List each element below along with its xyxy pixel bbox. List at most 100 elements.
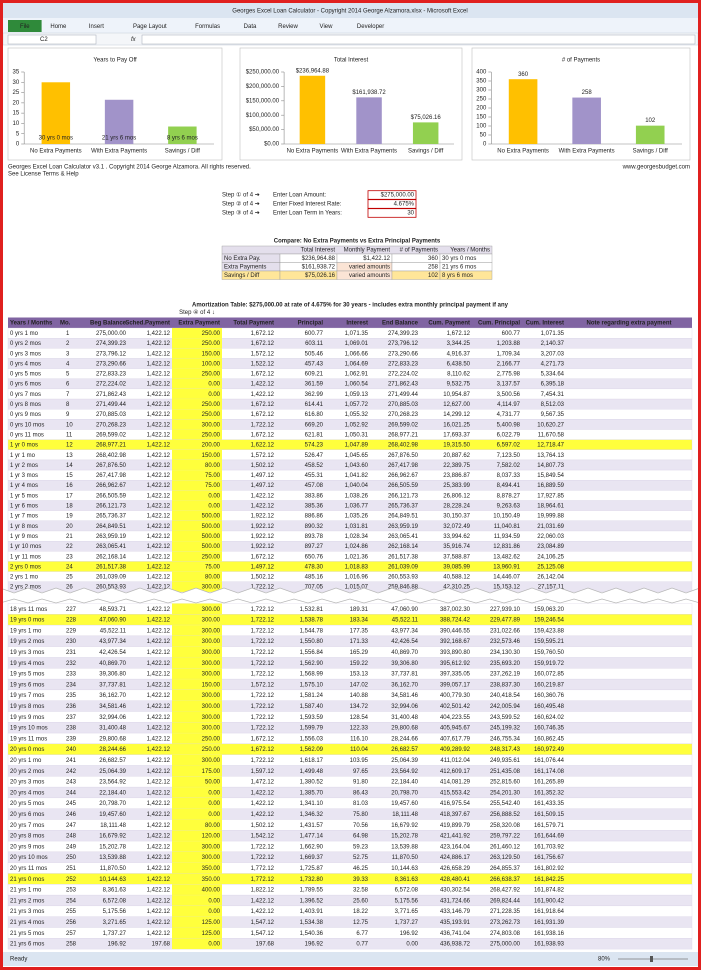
cell: 197.68 bbox=[256, 942, 275, 948]
cell: 1,422.12 bbox=[147, 628, 171, 634]
step-label: Enter Loan Term in Years: bbox=[273, 211, 342, 217]
cell: 300.00 bbox=[202, 758, 221, 764]
cell: 1,422.12 bbox=[147, 650, 171, 656]
cell: 228 bbox=[66, 618, 77, 624]
cell: 5,175.56 bbox=[103, 909, 127, 915]
cell: 18,964.61 bbox=[537, 504, 564, 510]
extra-col-bg bbox=[172, 765, 222, 777]
cell: 436,938.72 bbox=[440, 942, 471, 948]
cell: 264,855.37 bbox=[490, 866, 521, 872]
cell: 242 bbox=[66, 769, 77, 775]
cell: 1 yr 9 mos bbox=[10, 534, 38, 540]
cell: 160,072.85 bbox=[534, 672, 565, 678]
cell: 8,037.33 bbox=[497, 473, 521, 479]
cell: 266,121.73 bbox=[96, 504, 127, 510]
ribbon-tab[interactable]: Developer bbox=[357, 24, 384, 30]
cell: 271,862.43 bbox=[96, 392, 127, 398]
cell: 197.68 bbox=[152, 942, 171, 948]
cell: 159,919.72 bbox=[534, 661, 565, 667]
cell: 400.00 bbox=[202, 888, 221, 894]
license-link[interactable]: See License Terms & Help bbox=[8, 172, 79, 178]
ribbon-tab[interactable]: Home bbox=[50, 24, 67, 30]
cell: 196.92 bbox=[305, 942, 324, 948]
cell: 18,111.48 bbox=[100, 823, 126, 829]
cell: 256 bbox=[66, 920, 77, 926]
cell: 1,922.12 bbox=[251, 534, 275, 540]
cell: 0.00 bbox=[208, 898, 220, 904]
cell: 12 bbox=[66, 443, 73, 449]
cell: 275,000.00 bbox=[96, 331, 127, 337]
ribbon-tab[interactable]: Formulas bbox=[195, 24, 220, 30]
ribbon-tab[interactable]: Data bbox=[244, 24, 257, 30]
name-box[interactable] bbox=[7, 34, 97, 45]
cell: 259,797.22 bbox=[490, 834, 521, 840]
compare-value: Savings / Diff bbox=[224, 273, 260, 279]
cell: 1,422.12 bbox=[251, 493, 275, 499]
cell: 20 yrs 8 mos bbox=[10, 834, 44, 840]
extra-col-bg bbox=[172, 776, 222, 788]
cell: 2,775.98 bbox=[497, 372, 521, 378]
cell: 128.54 bbox=[350, 715, 369, 721]
cell: 1,422.12 bbox=[147, 585, 171, 591]
cell: 40,588.12 bbox=[443, 575, 470, 581]
cell: 160,972.49 bbox=[534, 747, 565, 753]
cell: 247 bbox=[66, 823, 77, 829]
cell: 416,975.54 bbox=[440, 801, 471, 807]
cell: 134.72 bbox=[350, 704, 369, 710]
cell: 39,306.80 bbox=[391, 661, 418, 667]
cell: 2,140.37 bbox=[541, 341, 565, 347]
extra-col-bg bbox=[172, 754, 222, 766]
copyright: Georges Excel Loan Calculator v3.1 . Cop… bbox=[8, 165, 251, 171]
website[interactable]: www.georgesbudget.com bbox=[622, 165, 690, 171]
cell: 1,822.12 bbox=[251, 888, 275, 894]
cell: 435,193.91 bbox=[440, 920, 471, 926]
cell: 267,876.50 bbox=[96, 463, 127, 469]
cell: 80.00 bbox=[205, 575, 221, 581]
cell: 19 yrs 5 mos bbox=[10, 672, 44, 678]
cell: 0.00 bbox=[208, 790, 220, 796]
cell: 161,352.32 bbox=[534, 790, 565, 796]
ribbon-tab[interactable]: Review bbox=[278, 24, 298, 30]
cell: 20 yrs 10 mos bbox=[10, 855, 48, 861]
x-tick-label: Savings / Diff bbox=[633, 149, 669, 155]
name-box-text: C2 bbox=[40, 37, 48, 43]
zoom-thumb[interactable] bbox=[650, 956, 653, 962]
extra-col-bg bbox=[172, 531, 222, 542]
data-label: 30 yrs 0 mos bbox=[39, 136, 73, 142]
ribbon-tab[interactable]: Insert bbox=[89, 24, 104, 30]
input-cell[interactable] bbox=[367, 208, 417, 218]
cell: 1,346.32 bbox=[300, 812, 324, 818]
ribbon-tab[interactable]: View bbox=[320, 24, 334, 30]
cell: 1,922.12 bbox=[251, 514, 275, 520]
cell: 268,977.21 bbox=[96, 443, 127, 449]
ribbon-tab[interactable]: File bbox=[20, 24, 30, 30]
cell: 6,597.02 bbox=[497, 443, 521, 449]
cell: 8,878.27 bbox=[497, 493, 521, 499]
x-tick-label: Savings / Diff bbox=[165, 149, 201, 155]
cell: 250.00 bbox=[202, 412, 221, 418]
cell: 1,789.55 bbox=[300, 888, 324, 894]
cell: 20 yrs 11 mos bbox=[10, 866, 47, 872]
cell: 1,542.12 bbox=[251, 834, 275, 840]
cell: 0 yrs 4 mos bbox=[10, 361, 41, 367]
data-label: 360 bbox=[518, 72, 529, 78]
cell: 1,556.03 bbox=[300, 736, 324, 742]
cell: 1,572.12 bbox=[251, 453, 275, 459]
cell: 0 yrs 5 mos bbox=[10, 372, 41, 378]
cell: 271,499.44 bbox=[96, 402, 127, 408]
cell: 28,228.24 bbox=[443, 504, 470, 510]
ribbon-tab[interactable]: Page Layout bbox=[133, 24, 167, 30]
bar bbox=[104, 99, 134, 144]
formula-input[interactable] bbox=[141, 34, 696, 45]
cell: 1 yr 0 mos bbox=[10, 443, 38, 449]
cell: 52.75 bbox=[353, 855, 369, 861]
cell: 103.95 bbox=[350, 758, 369, 764]
cell: 300.00 bbox=[202, 661, 221, 667]
cell: 250.00 bbox=[202, 331, 221, 337]
extra-col-bg bbox=[172, 571, 222, 582]
cell: 252,815.60 bbox=[490, 780, 521, 786]
cell: 458.52 bbox=[305, 463, 324, 469]
extra-col-bg bbox=[172, 399, 222, 410]
compare-header: # of Payments bbox=[400, 248, 438, 254]
cell: 1,722.12 bbox=[251, 422, 275, 428]
